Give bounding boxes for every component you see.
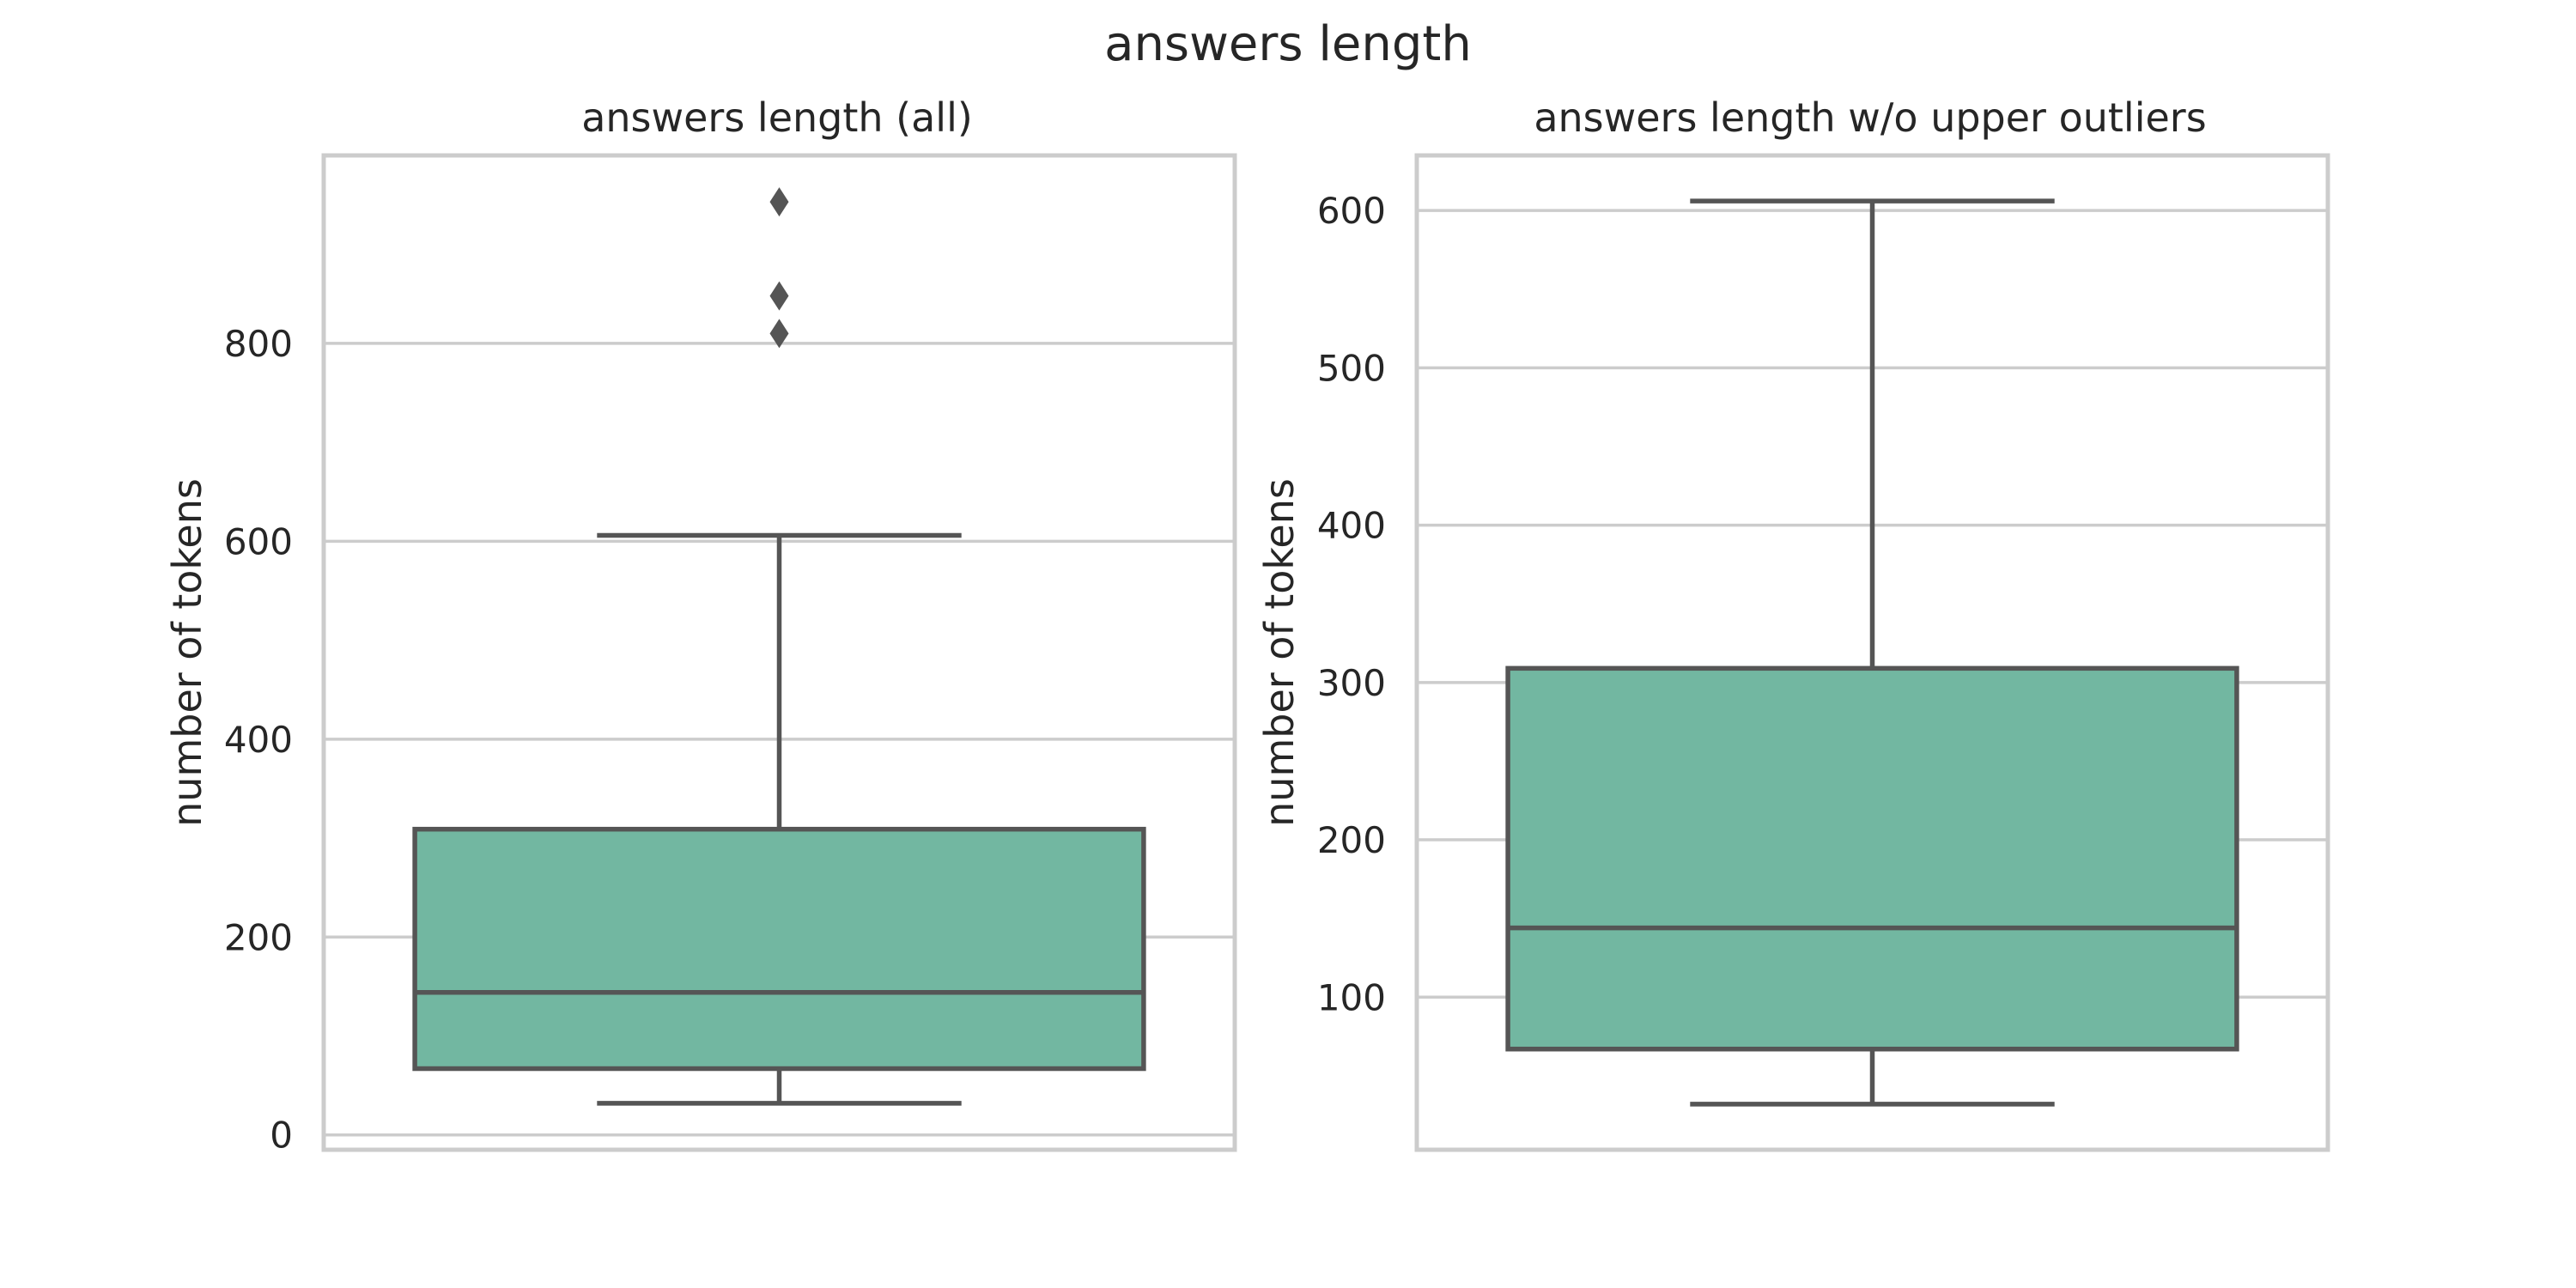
iqr-box (412, 826, 1146, 1072)
y-tick-label: 600 (224, 520, 293, 562)
subplot-no-outliers: answers length w/o upper outliers number… (1256, 94, 2330, 1152)
y-tick-label: 400 (1317, 505, 1386, 547)
outlier-point (769, 187, 789, 217)
axes-frame (321, 153, 1237, 1152)
y-tick-label: 200 (224, 916, 293, 958)
y-tick-label: 500 (1317, 347, 1386, 389)
y-tick-label: 800 (224, 323, 293, 365)
subplot-all: answers length (all) number of tokens 0 2… (164, 94, 1237, 1157)
y-tick-label: 300 (1317, 662, 1386, 704)
y-tick-label: 200 (1317, 819, 1386, 861)
axes-frame (1414, 153, 2330, 1152)
y-axis-label-all: number of tokens (164, 478, 210, 827)
outlier-point (769, 281, 789, 311)
y-tick-label: 100 (1317, 976, 1386, 1018)
outlier-point (769, 319, 789, 349)
y-tick-label: 0 (270, 1115, 293, 1157)
iqr-box (1505, 665, 2239, 1052)
y-axis-label-no-outliers: number of tokens (1256, 478, 1303, 827)
y-tick-label: 400 (224, 719, 293, 761)
subplot-title-all: answers length (all) (581, 94, 973, 141)
y-tick-label: 600 (1317, 190, 1386, 232)
subplot-title-no-outliers: answers length w/o upper outliers (1534, 94, 2206, 141)
figure-title: answers length (1104, 16, 1472, 72)
